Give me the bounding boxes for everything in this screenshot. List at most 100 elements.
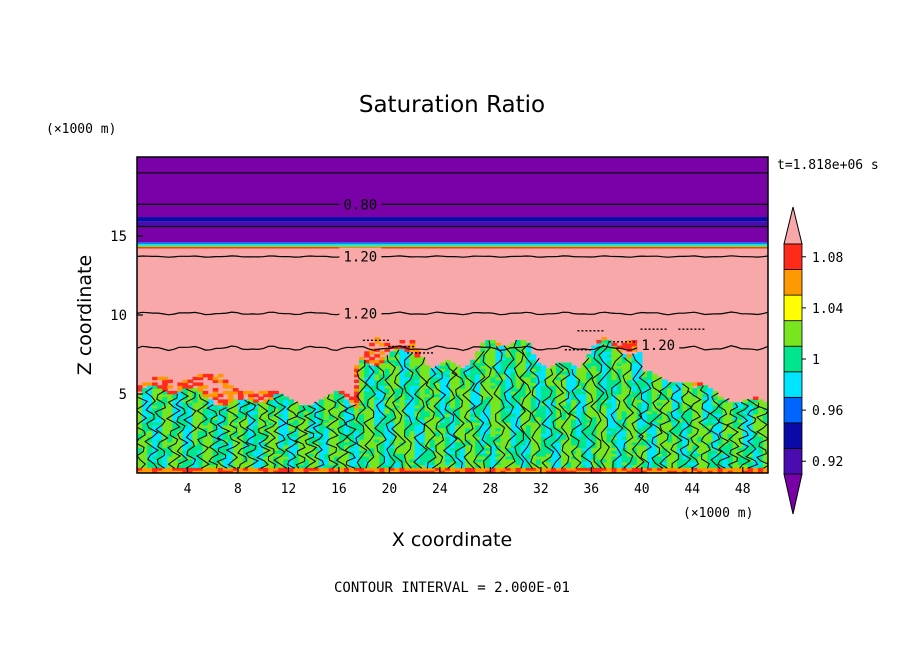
field-cell [540,450,547,454]
field-cell [429,464,436,468]
field-cell [692,422,698,426]
field-cell [172,456,178,460]
field-cell [566,450,572,454]
field-cell [621,467,628,471]
field-cell [460,388,466,392]
field-cell [455,447,461,451]
field-cell [545,430,552,434]
field-cell [182,399,189,403]
x-axis: 4 8 12 16 20 24 28 32 36 40 44 48 [184,467,751,497]
field-cell [152,390,158,395]
field-cell [404,441,411,446]
field-cell [586,441,592,446]
field-cell [207,410,214,415]
field-cell [662,399,668,403]
field-cell [712,436,719,440]
field-cell [303,436,310,440]
field-cell [288,424,295,429]
field-cell [636,447,643,451]
field-cell [162,379,168,384]
field-cell [207,416,214,420]
field-cell [202,396,209,401]
field-cell [515,461,522,466]
field-cell [349,467,355,471]
field-cell [419,453,426,457]
field-cell [192,441,199,446]
contour-line-1-20-mid [137,311,768,316]
field-cell [162,410,168,415]
field-cell [359,365,365,369]
field-cell [248,405,254,409]
field-cell [263,390,269,395]
field-cell [621,385,628,389]
field-cell [470,371,476,375]
field-cell [313,467,320,471]
field-cell [263,436,269,440]
field-cell [591,467,597,471]
field-cell [616,464,623,468]
field-cell [641,453,648,457]
field-cell [500,458,507,463]
field-cell [616,407,623,412]
field-cell [667,436,673,440]
field-cell [197,376,204,381]
field-cell [142,422,148,426]
field-cell [651,419,658,423]
contour-line-turbulent [443,362,458,469]
field-cell [404,436,411,440]
field-cell [525,447,532,451]
field-cell [364,399,370,403]
field-cell [238,456,244,460]
field-cell [278,410,284,415]
field-cell [344,416,350,420]
field-cell [359,413,365,418]
field-cell [722,422,729,426]
field-cell [323,453,330,457]
field-cell [147,396,153,401]
field-cell [222,410,229,415]
field-cell [530,368,537,372]
field-cell [702,470,709,473]
field-cell [369,376,375,381]
contour-line-turbulent [511,339,526,469]
field-cell [333,390,340,395]
field-cell [520,441,527,446]
field-cell [646,464,653,468]
field-cell [172,458,178,463]
field-cell [374,376,380,381]
contour-line-turbulent [649,377,664,469]
field-cell [273,405,279,409]
field-cell [535,399,542,403]
field-cell [697,399,703,403]
field-cell [485,433,491,437]
field-cell [545,439,552,443]
field-cell [621,402,628,406]
field-cell [510,453,517,457]
field-cell [505,450,512,454]
field-cell [384,461,391,466]
contour-line-turbulent [344,404,358,469]
field-cell [434,419,441,423]
field-cell [197,427,204,432]
field-cell [687,410,693,415]
field-cell [182,447,189,451]
field-cell [651,467,658,471]
field-cell [576,470,582,473]
field-cell [500,413,507,418]
field-cell [192,410,199,415]
field-cell [662,419,668,423]
field-cell [202,407,209,412]
field-cell [475,424,481,429]
field-cell [490,385,497,389]
field-cell [389,444,396,449]
field-cell [621,450,628,454]
field-cell [621,453,628,457]
field-cell [556,379,562,384]
field-cell [571,453,577,457]
field-cell [470,439,476,443]
field-cell [475,413,481,418]
field-cell [490,464,497,468]
field-cell [480,470,486,473]
field-cell [374,470,380,473]
field-cell [571,371,577,375]
